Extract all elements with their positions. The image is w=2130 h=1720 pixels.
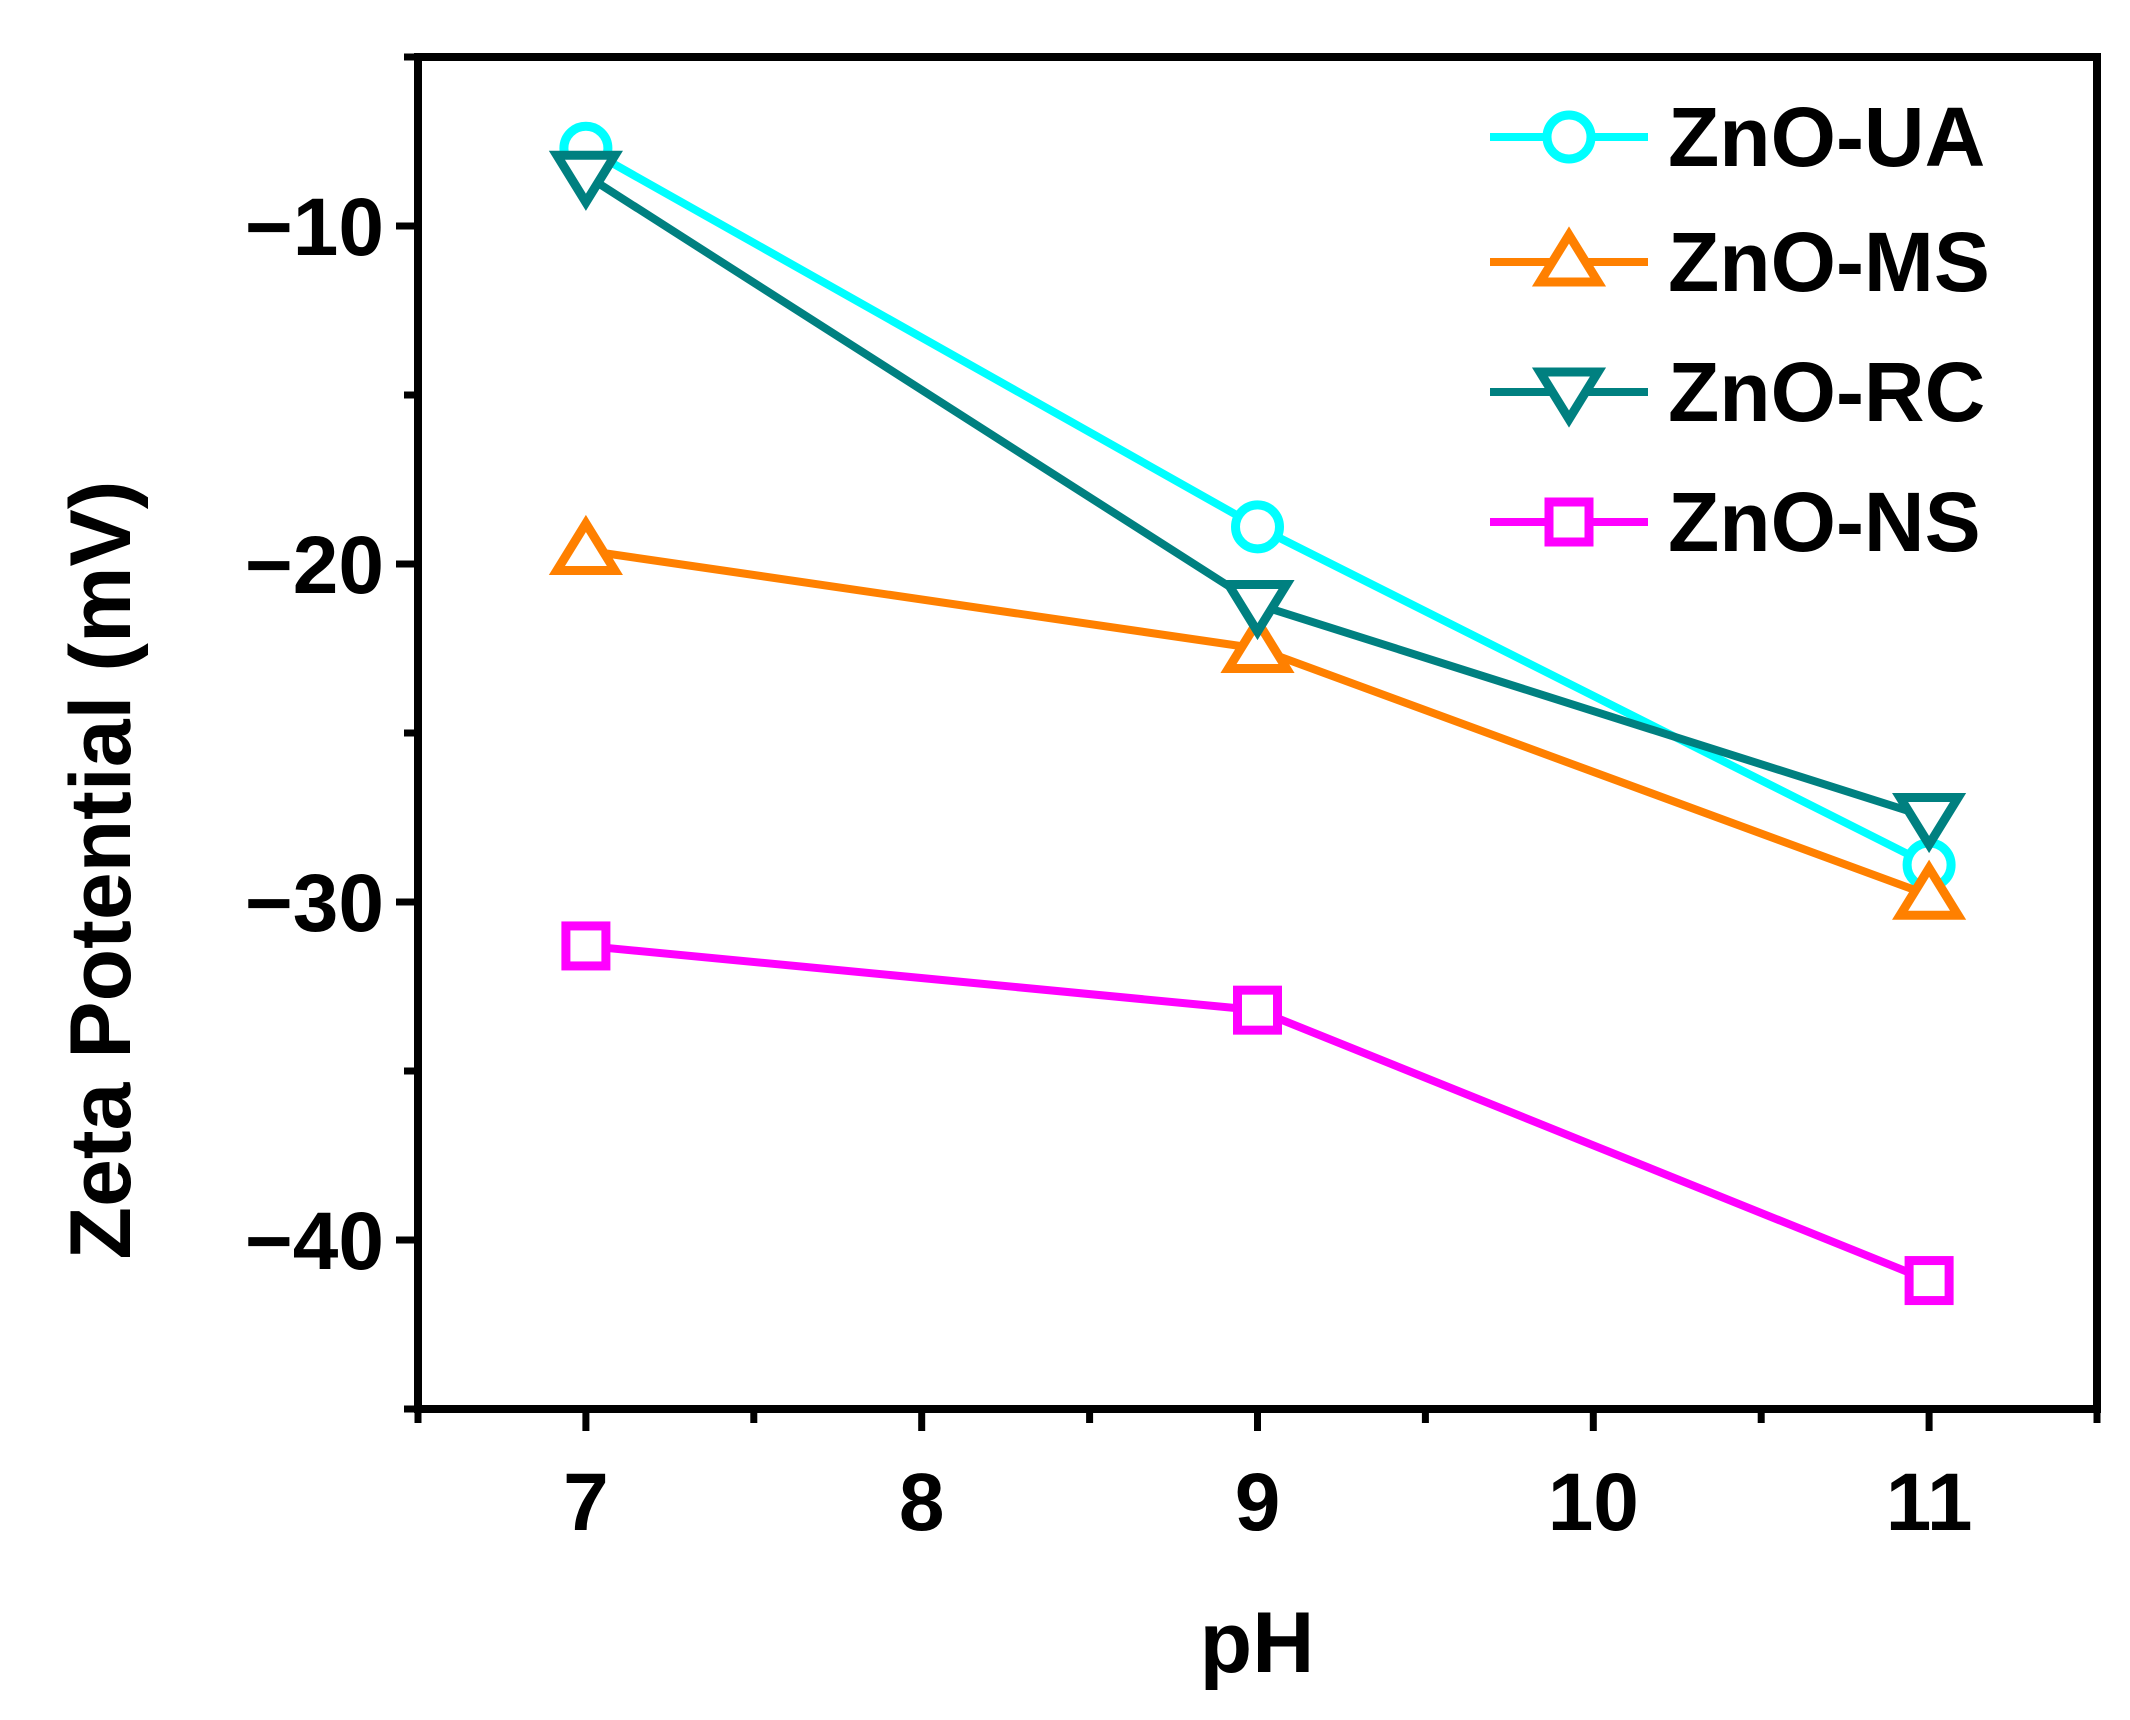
legend: ZnO-UA ZnO-MS ZnO-RC ZnO-NS xyxy=(1490,90,1990,569)
data-point-zno-ns xyxy=(561,921,611,971)
x-tick-label: 9 xyxy=(1235,1457,1281,1548)
legend-swatch-marker xyxy=(1531,367,1607,428)
x-axis-title: pH xyxy=(1200,1595,1315,1691)
series-zno-ns xyxy=(561,921,1954,1306)
data-point-zno-rc xyxy=(1220,580,1295,641)
x-tick-label: 10 xyxy=(1548,1457,1639,1548)
x-tick-label: 8 xyxy=(899,1457,945,1548)
y-axis-ticks: −10 −20 −30 −40 xyxy=(245,53,418,1413)
data-point-zno-rc xyxy=(1892,793,1967,854)
data-point-zno-rc xyxy=(548,150,623,211)
legend-swatch-marker xyxy=(1531,226,1607,287)
data-point-zno-ua xyxy=(1231,500,1284,554)
legend-label: ZnO-UA xyxy=(1668,90,1985,184)
legend-item-zno-ua: ZnO-UA xyxy=(1490,90,1985,184)
data-point-zno-ms xyxy=(1220,612,1295,673)
series-zno-ms xyxy=(548,514,1967,920)
x-axis-ticks: 7 8 9 10 11 xyxy=(414,1409,2101,1548)
legend-swatch-marker xyxy=(1544,497,1594,547)
legend-item-zno-rc: ZnO-RC xyxy=(1490,345,1985,439)
x-tick-label: 7 xyxy=(563,1457,609,1548)
y-tick-label: −30 xyxy=(245,858,384,949)
legend-item-zno-ms: ZnO-MS xyxy=(1490,215,1990,309)
y-axis-title: Zeta Potential (mV) xyxy=(53,481,149,1260)
data-point-zno-ns xyxy=(1233,985,1282,1035)
legend-item-zno-ns: ZnO-NS xyxy=(1490,475,1981,569)
series-zno-ua xyxy=(559,121,1956,892)
y-tick-label: −20 xyxy=(245,520,384,611)
y-tick-label: −10 xyxy=(245,182,384,273)
data-point-zno-ms xyxy=(1892,859,1967,920)
data-point-zno-ms xyxy=(548,514,623,575)
x-tick-label: 11 xyxy=(1886,1457,1973,1548)
legend-label: ZnO-RC xyxy=(1668,345,1985,439)
data-point-zno-ns xyxy=(1904,1256,1954,1306)
series-zno-rc xyxy=(548,150,1967,854)
legend-label: ZnO-NS xyxy=(1668,475,1981,569)
series-layer xyxy=(548,121,1967,1306)
legend-swatch-marker xyxy=(1542,110,1596,164)
y-tick-label: −40 xyxy=(245,1196,384,1287)
legend-label: ZnO-MS xyxy=(1668,215,1990,309)
